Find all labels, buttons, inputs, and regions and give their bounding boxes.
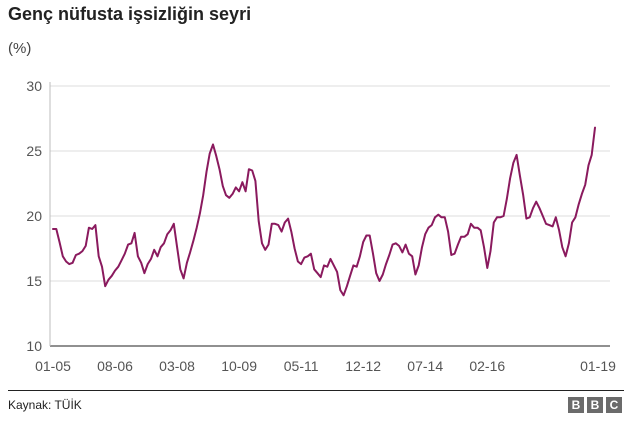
x-axis-ticks: 01-05 08-06 03-08 10-09 05-11 12-12 07-14 02-16… (35, 358, 616, 374)
bbc-logo-letter: B (587, 397, 603, 413)
y-tick-label: 30 (26, 78, 42, 94)
series-line (52, 126, 596, 297)
x-tick-label: 01-05 (35, 358, 71, 374)
bbc-logo: B B C (568, 397, 622, 413)
y-tick-label: 15 (26, 273, 42, 289)
x-tick-label: 12-12 (345, 358, 381, 374)
x-tick-label: 01-19 (580, 358, 616, 374)
x-tick-label: 05-11 (284, 358, 319, 374)
y-tick-label: 20 (26, 208, 42, 224)
x-tick-label: 08-06 (97, 358, 133, 374)
source-note: Kaynak: TÜİK (8, 398, 82, 412)
x-tick-label: 03-08 (159, 358, 195, 374)
y-tick-label: 25 (26, 143, 42, 159)
y-axis-ticks: 10 15 20 25 30 (26, 78, 42, 354)
bbc-logo-letter: B (568, 397, 584, 413)
chart-title: Genç nüfusta işsizliğin seyri (8, 4, 252, 24)
y-tick-label: 10 (26, 338, 42, 354)
y-unit-label: (%) (8, 40, 32, 57)
x-tick-label: 07-14 (407, 358, 443, 374)
footer-divider (8, 390, 624, 391)
x-tick-label: 10-09 (221, 358, 257, 374)
x-tick-label: 02-16 (469, 358, 505, 374)
grid-lines (50, 85, 610, 347)
line-chart: 10 15 20 25 30 01-05 08-06 03-08 10-09 05-11 12-1… (26, 78, 616, 374)
bbc-logo-letter: C (606, 397, 622, 413)
